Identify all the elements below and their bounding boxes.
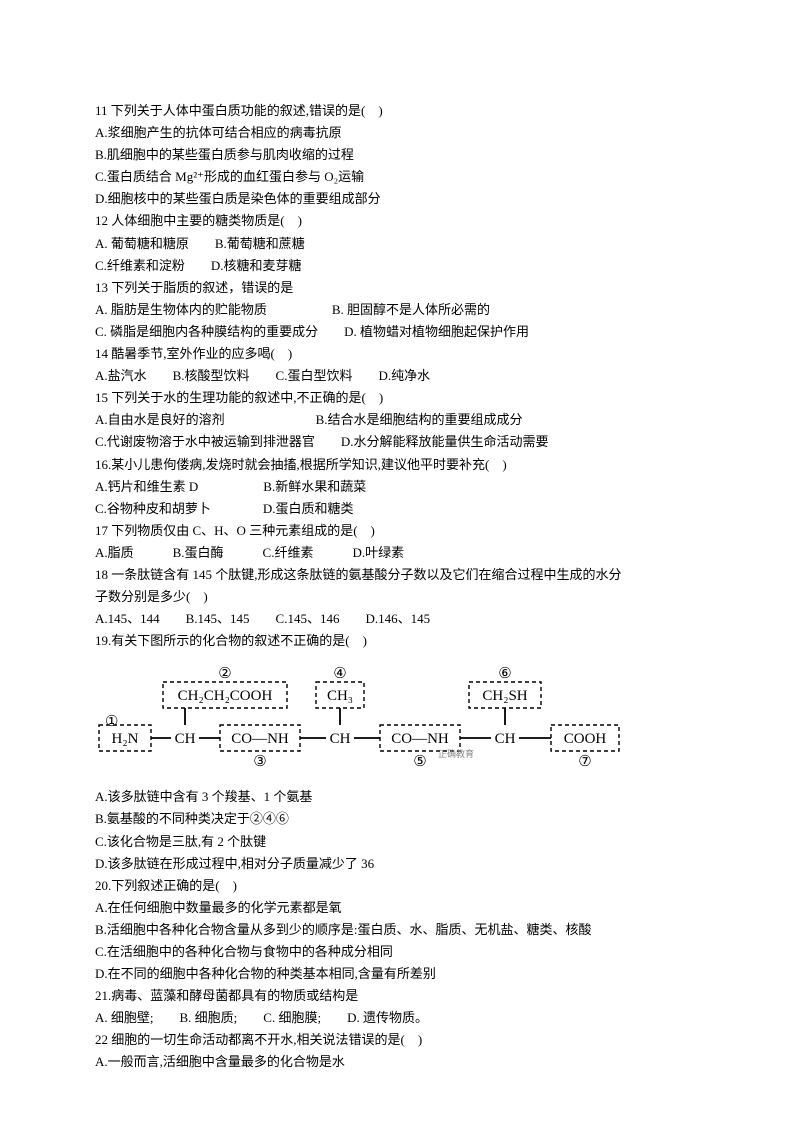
svg-text:COOH: COOH <box>564 731 607 747</box>
q20-b: B.活细胞中各种化合物含量从多到少的顺序是:蛋白质、水、脂质、无机盐、糖类、核酸 <box>95 919 705 941</box>
q15-stem: 15 下列关于水的生理功能的叙述中,不正确的是( ) <box>95 387 705 409</box>
svg-text:CH₂CH₂COOH: CH₂CH₂COOH <box>178 688 273 704</box>
q17-opts: A.脂质 B.蛋白酶 C.纤维素 D.叶绿素 <box>95 542 705 564</box>
svg-text:⑤: ⑤ <box>413 754 426 770</box>
q16-cd: C.谷物种皮和胡萝卜 D.蛋白质和糖类 <box>95 498 705 520</box>
q20-stem: 20.下列叙述正确的是( ) <box>95 875 705 897</box>
q11-a: A.浆细胞产生的抗体可结合相应的病毒抗原 <box>95 122 705 144</box>
q19-stem: 19.有关下图所示的化合物的叙述不正确的是( ) <box>95 630 705 652</box>
q20-a: A.在任何细胞中数量最多的化学元素都是氧 <box>95 897 705 919</box>
q19-d: D.该多肽链在形成过程中,相对分子质量减少了 36 <box>95 853 705 875</box>
q21-stem: 21.病毒、蓝藻和酵母菌都具有的物质或结构是 <box>95 985 705 1007</box>
svg-text:①: ① <box>105 714 118 730</box>
svg-text:⑦: ⑦ <box>578 754 591 770</box>
q21-opts: A. 细胞壁; B. 细胞质; C. 细胞膜; D. 遗传物质。 <box>95 1007 705 1029</box>
svg-text:③: ③ <box>253 754 266 770</box>
q20-c: C.在活细胞中的各种化合物与食物中的各种成分相同 <box>95 941 705 963</box>
svg-text:CH: CH <box>175 731 196 747</box>
q17-stem: 17 下列物质仅由 C、H、O 三种元素组成的是( ) <box>95 520 705 542</box>
q16-ab: A.钙片和维生素 D B.新鲜水果和蔬菜 <box>95 476 705 498</box>
q11-stem: 11 下列关于人体中蛋白质功能的叙述,错误的是( ) <box>95 100 705 122</box>
q13-ab: A. 脂肪是生物体内的贮能物质 B. 胆固醇不是人体所必需的 <box>95 299 705 321</box>
svg-text:⑥: ⑥ <box>498 666 511 682</box>
q18-opts: A.145、144 B.145、145 C.145、146 D.146、145 <box>95 608 705 630</box>
svg-text:CH₃: CH₃ <box>327 688 353 704</box>
q11-c: C.蛋白质结合 Mg²⁺形成的血红蛋白参与 O₂运输 <box>95 166 705 188</box>
q18-stem2: 子数分别是多少( ) <box>95 586 705 608</box>
q22-a: A.一般而言,活细胞中含量最多的化合物是水 <box>95 1051 705 1073</box>
svg-text:②: ② <box>218 666 231 682</box>
svg-text:CO—NH: CO—NH <box>231 731 289 747</box>
q15-cd: C.代谢废物溶于水中被运输到排泄器官 D.水分解能释放能量供生命活动需要 <box>95 431 705 453</box>
q19-b: B.氨基酸的不同种类决定于②④⑥ <box>95 808 705 830</box>
q12-stem: 12 人体细胞中主要的糖类物质是( ) <box>95 210 705 232</box>
q20-d: D.在不同的细胞中各种化合物的种类基本相同,含量有所差别 <box>95 963 705 985</box>
svg-text:CH: CH <box>330 731 351 747</box>
q16-stem: 16.某小儿患佝偻病,发烧时就会抽搐,根据所学知识,建议他平时要补充( ) <box>95 454 705 476</box>
peptide-diagram: H₂N CH CO—NH CH CO—NH CH COOH CH₂CH₂COOH CH₃ CH₂S… <box>95 658 705 778</box>
svg-text:④: ④ <box>333 666 346 682</box>
q19-a: A.该多肽链中含有 3 个羧基、1 个氨基 <box>95 786 705 808</box>
svg-text:正确教育: 正确教育 <box>438 748 474 759</box>
svg-text:H₂N: H₂N <box>112 731 139 747</box>
q19-c: C.该化合物是三肽,有 2 个肽键 <box>95 831 705 853</box>
svg-text:CH₂SH: CH₂SH <box>482 688 527 704</box>
q12-ab: A. 葡萄糖和糖原 B.葡萄糖和蔗糖 <box>95 233 705 255</box>
q11-b: B.肌细胞中的某些蛋白质参与肌肉收缩的过程 <box>95 144 705 166</box>
q13-cd: C. 磷脂是细胞内各种膜结构的重要成分 D. 植物蜡对植物细胞起保护作用 <box>95 321 705 343</box>
q22-stem: 22 细胞的一切生命活动都离不开水,相关说法错误的是( ) <box>95 1029 705 1051</box>
q13-stem: 13 下列关于脂质的叙述，错误的是 <box>95 277 705 299</box>
svg-text:CH: CH <box>495 731 516 747</box>
q12-cd: C.纤维素和淀粉 D.核糖和麦芽糖 <box>95 255 705 277</box>
q14-opts: A.盐汽水 B.核酸型饮料 C.蛋白型饮料 D.纯净水 <box>95 365 705 387</box>
q11-d: D.细胞核中的某些蛋白质是染色体的重要组成部分 <box>95 188 705 210</box>
svg-text:CO—NH: CO—NH <box>391 731 449 747</box>
q14-stem: 14 酷暑季节,室外作业的应多喝( ) <box>95 343 705 365</box>
q15-ab: A.自由水是良好的溶剂 B.结合水是细胞结构的重要组成成分 <box>95 409 705 431</box>
q18-stem1: 18 一条肽链含有 145 个肽键,形成这条肽链的氨基酸分子数以及它们在缩合过程… <box>95 564 705 586</box>
